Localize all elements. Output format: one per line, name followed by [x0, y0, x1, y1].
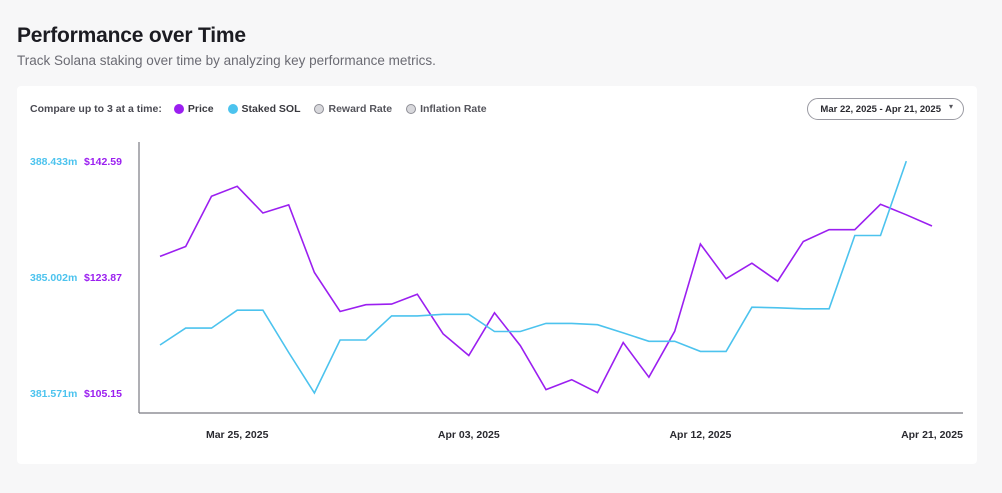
performance-chart: 388.433m 385.002m 381.571m $142.59 $123.87 $1… — [30, 142, 963, 441]
chart-card: Compare up to 3 at a time: Price Staked … — [17, 86, 977, 464]
metric-toggle-price[interactable]: Price — [173, 103, 214, 115]
series-line-price — [159, 185, 933, 394]
date-range-select[interactable]: Mar 22, 2025 - Apr 21, 2025 ▾ — [807, 98, 964, 120]
metric-toggle-label: Reward Rate — [328, 103, 393, 115]
series-line-staked-sol — [159, 160, 908, 395]
metric-controls: Compare up to 3 at a time: Price Staked … — [30, 103, 501, 115]
compare-label: Compare up to 3 at a time: — [30, 103, 162, 115]
metric-toggle-reward-rate[interactable]: Reward Rate — [314, 103, 392, 115]
x-tick-label: Apr 12, 2025 — [669, 429, 731, 441]
y-tick-label-staked: 385.002m — [30, 272, 77, 284]
page-subtitle: Track Solana staking over time by analyz… — [17, 53, 436, 68]
metric-toggle-label: Staked SOL — [241, 103, 301, 115]
y-tick-label-price: $142.59 — [84, 156, 122, 168]
x-tick-label: Mar 25, 2025 — [206, 429, 269, 441]
date-range-value: Mar 22, 2025 - Apr 21, 2025 — [820, 103, 941, 115]
x-tick-label: Apr 21, 2025 — [901, 429, 963, 441]
y-tick-label-staked: 388.433m — [30, 156, 77, 168]
metric-toggle-staked-sol[interactable]: Staked SOL — [227, 103, 301, 115]
y-tick-label-price: $105.15 — [84, 388, 122, 400]
chevron-down-icon: ▾ — [948, 102, 953, 111]
metric-toggle-inflation-rate[interactable]: Inflation Rate — [406, 103, 487, 115]
x-tick-label: Apr 03, 2025 — [438, 429, 500, 441]
page-header: Performance over Time Track Solana staki… — [17, 24, 436, 68]
page-title: Performance over Time — [17, 24, 246, 47]
price-toggle-dot-icon — [173, 104, 184, 114]
y-tick-label-staked: 381.571m — [30, 388, 77, 400]
metric-toggle-label: Price — [187, 103, 214, 115]
metric-toggle-label: Inflation Rate — [420, 103, 487, 115]
inflation-rate-toggle-dot-icon — [406, 104, 417, 114]
reward-rate-toggle-dot-icon — [314, 104, 325, 114]
y-tick-label-price: $123.87 — [84, 272, 122, 284]
staked-sol-toggle-dot-icon — [227, 104, 238, 114]
